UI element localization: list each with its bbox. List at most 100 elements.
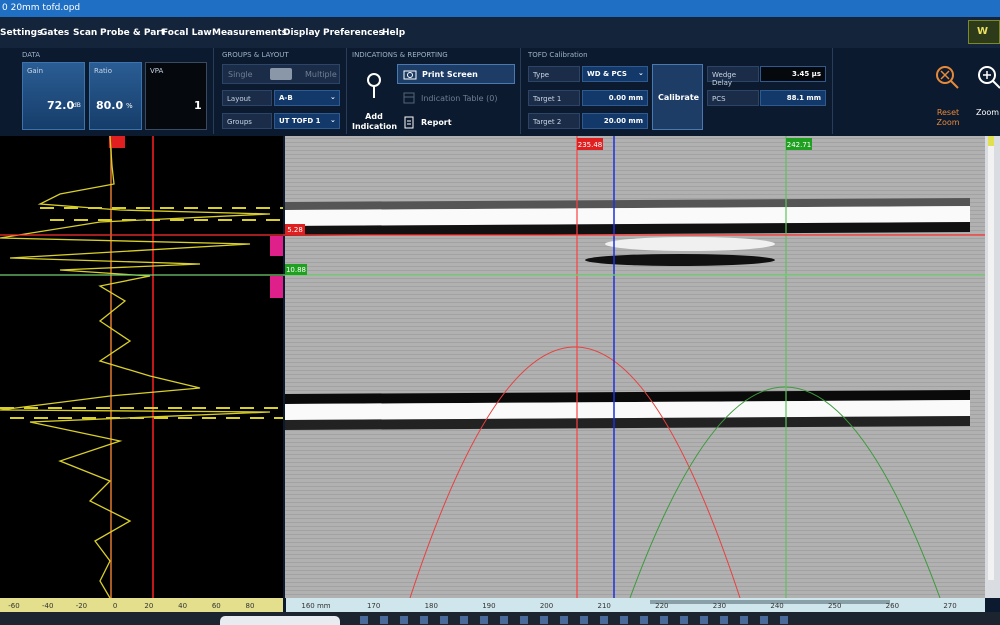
ascan-tick-label: 80 bbox=[246, 602, 255, 610]
red-hyperbola bbox=[409, 346, 741, 599]
ascan-tick-label: 20 bbox=[144, 602, 153, 610]
bscan-tick-label: 250 bbox=[828, 602, 841, 610]
cursor-tag bbox=[285, 264, 307, 275]
dropdown[interactable]: UT TOFD 1 ⌄ bbox=[274, 113, 340, 129]
value: 20.00 mm bbox=[603, 117, 643, 125]
report[interactable]: Report bbox=[421, 118, 452, 127]
section-heading: DATA bbox=[22, 51, 41, 59]
cursor-tag bbox=[577, 138, 603, 150]
camera-icon bbox=[403, 70, 417, 80]
label: Groups bbox=[227, 118, 252, 126]
vpa-box[interactable]: VPA 1 bbox=[145, 62, 207, 130]
section-heading: GROUPS & LAYOUT bbox=[222, 51, 289, 59]
menu-item[interactable]: Focal Law bbox=[162, 28, 212, 38]
menu-item[interactable]: Settings bbox=[0, 28, 43, 38]
menu-item[interactable]: Gates bbox=[40, 28, 70, 38]
section-heading: INDICATIONS & REPORTING bbox=[352, 51, 448, 59]
label: Print Screen bbox=[422, 70, 478, 79]
menu-item[interactable]: Help bbox=[382, 28, 406, 38]
zoom-icon[interactable] bbox=[976, 64, 1000, 90]
backwall-dark bbox=[285, 390, 970, 404]
taskbar-icons[interactable] bbox=[360, 616, 800, 624]
indication-body bbox=[585, 254, 775, 266]
ascan-tick-label: -20 bbox=[76, 602, 87, 610]
bscan-tick-label: 160 mm bbox=[301, 602, 330, 610]
print-screen-button[interactable]: Print Screen bbox=[397, 64, 515, 84]
cursor-value: 242.71 bbox=[787, 141, 812, 149]
label: Target 2 bbox=[533, 118, 562, 126]
field-label: Type bbox=[528, 66, 580, 82]
label: Type bbox=[533, 71, 550, 79]
label: Layout bbox=[227, 95, 251, 103]
indication-table[interactable]: Indication Table (0) bbox=[421, 94, 498, 103]
input[interactable]: 0.00 mm bbox=[582, 90, 648, 106]
reset-zoom[interactable]: Reset Zoom bbox=[936, 108, 960, 127]
cursor-tag bbox=[786, 138, 812, 150]
user-badge[interactable]: W bbox=[968, 20, 1000, 44]
green-hyperbola bbox=[629, 386, 941, 599]
field-label: Target 1 bbox=[528, 90, 580, 106]
menu-item[interactable]: Preferences bbox=[323, 28, 384, 38]
label: Calibrate bbox=[658, 93, 700, 102]
label: Wedge Delay bbox=[712, 71, 737, 87]
label: PCS bbox=[712, 95, 726, 103]
bscan-tick-label: 270 bbox=[943, 602, 956, 610]
menu-item[interactable]: Scan bbox=[73, 28, 98, 38]
field-label: Groups bbox=[222, 113, 272, 129]
label: VPA bbox=[150, 67, 164, 75]
user-initial: W bbox=[977, 26, 989, 37]
cursor-tag bbox=[285, 224, 305, 235]
pin-icon bbox=[367, 73, 381, 98]
unit: % bbox=[126, 102, 133, 110]
ascan-tick-label: 0 bbox=[113, 602, 117, 610]
bscan-tick-label: 260 bbox=[886, 602, 899, 610]
toggle bbox=[270, 68, 292, 80]
cursor-tag bbox=[270, 276, 283, 298]
ratio-box[interactable]: Ratio 80.0 % bbox=[89, 62, 142, 130]
bscan-tick-label: 210 bbox=[597, 602, 610, 610]
ascan-tick-label: -60 bbox=[8, 602, 19, 610]
add-indication[interactable]: Add Indication bbox=[352, 112, 398, 131]
separator bbox=[520, 48, 521, 134]
input[interactable]: 3.45 µs bbox=[760, 66, 826, 82]
scroll-thumb[interactable] bbox=[988, 140, 994, 580]
input[interactable]: 20.00 mm bbox=[582, 113, 648, 129]
field-label: PCS bbox=[707, 90, 759, 106]
field-label: Target 2 bbox=[528, 113, 580, 129]
taskbar bbox=[0, 612, 1000, 625]
option: Single bbox=[228, 70, 253, 79]
value: 0.00 mm bbox=[608, 94, 643, 102]
zoom[interactable]: Zoom bbox=[976, 108, 1000, 117]
dropdown[interactable]: A-B ⌄ bbox=[274, 90, 340, 106]
gain-box[interactable]: Gain 72.0 dB bbox=[22, 62, 85, 130]
ascan-axis bbox=[0, 598, 283, 612]
search-box[interactable] bbox=[220, 616, 340, 625]
scroll-marker bbox=[988, 136, 994, 146]
input[interactable]: 88.1 mm bbox=[760, 90, 826, 106]
label: Gain bbox=[27, 67, 44, 75]
title-bar: 0 20mm tofd.opd bbox=[0, 0, 1000, 17]
axis-scroll[interactable] bbox=[650, 600, 890, 604]
menu-item[interactable]: Display bbox=[283, 28, 321, 38]
bscan-tick-label: 170 bbox=[367, 602, 380, 610]
menu-item[interactable]: Probe & Part bbox=[100, 28, 166, 38]
separator bbox=[213, 48, 214, 134]
menu-item[interactable]: Measurements bbox=[212, 28, 287, 38]
value: UT TOFD 1 bbox=[279, 117, 321, 125]
indication-tip bbox=[605, 237, 775, 251]
layout-toggle[interactable]: Single Multiple bbox=[222, 64, 340, 84]
chevron: ⌄ bbox=[330, 93, 336, 101]
value: WD & PCS bbox=[587, 70, 627, 78]
calibrate-button[interactable]: Calibrate bbox=[652, 64, 703, 130]
window-title: 0 20mm tofd.opd bbox=[2, 3, 81, 13]
option: Multiple bbox=[305, 70, 337, 79]
section-heading: TOFD Calibration bbox=[528, 51, 588, 59]
bscan-tick-label: 200 bbox=[540, 602, 553, 610]
bscan-tick-label: 220 bbox=[655, 602, 668, 610]
value: A-B bbox=[279, 94, 293, 102]
cursor-tag bbox=[109, 136, 125, 148]
menu-bar bbox=[0, 17, 1000, 48]
bscan-tick-label: 190 bbox=[482, 602, 495, 610]
dropdown[interactable]: WD & PCS ⌄ bbox=[582, 66, 648, 82]
reset-zoom-icon[interactable] bbox=[934, 64, 960, 90]
